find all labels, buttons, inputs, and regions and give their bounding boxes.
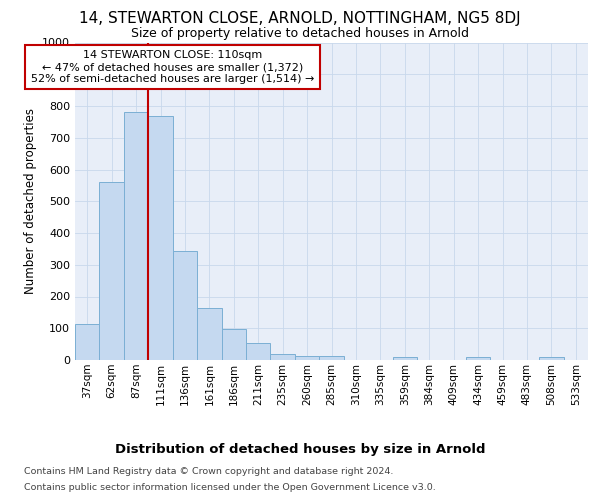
Bar [271, 354, 295, 360]
Text: Distribution of detached houses by size in Arnold: Distribution of detached houses by size … [115, 442, 485, 456]
Text: Contains HM Land Registry data © Crown copyright and database right 2024.: Contains HM Land Registry data © Crown c… [24, 468, 394, 476]
Bar [319, 356, 344, 360]
Bar [539, 357, 563, 360]
Bar [246, 344, 271, 360]
Bar [392, 356, 417, 360]
Bar [221, 329, 246, 360]
Text: Contains public sector information licensed under the Open Government Licence v3: Contains public sector information licen… [24, 482, 436, 492]
Text: 14, STEWARTON CLOSE, ARNOLD, NOTTINGHAM, NG5 8DJ: 14, STEWARTON CLOSE, ARNOLD, NOTTINGHAM,… [79, 12, 521, 26]
Text: 14 STEWARTON CLOSE: 110sqm
← 47% of detached houses are smaller (1,372)
52% of s: 14 STEWARTON CLOSE: 110sqm ← 47% of deta… [31, 50, 314, 84]
Y-axis label: Number of detached properties: Number of detached properties [23, 108, 37, 294]
Bar [100, 182, 124, 360]
Bar [173, 251, 197, 360]
Bar [295, 356, 319, 360]
Bar [124, 112, 148, 360]
Text: Size of property relative to detached houses in Arnold: Size of property relative to detached ho… [131, 28, 469, 40]
Bar [197, 308, 221, 360]
Bar [75, 324, 100, 360]
Bar [466, 357, 490, 360]
Bar [148, 116, 173, 360]
